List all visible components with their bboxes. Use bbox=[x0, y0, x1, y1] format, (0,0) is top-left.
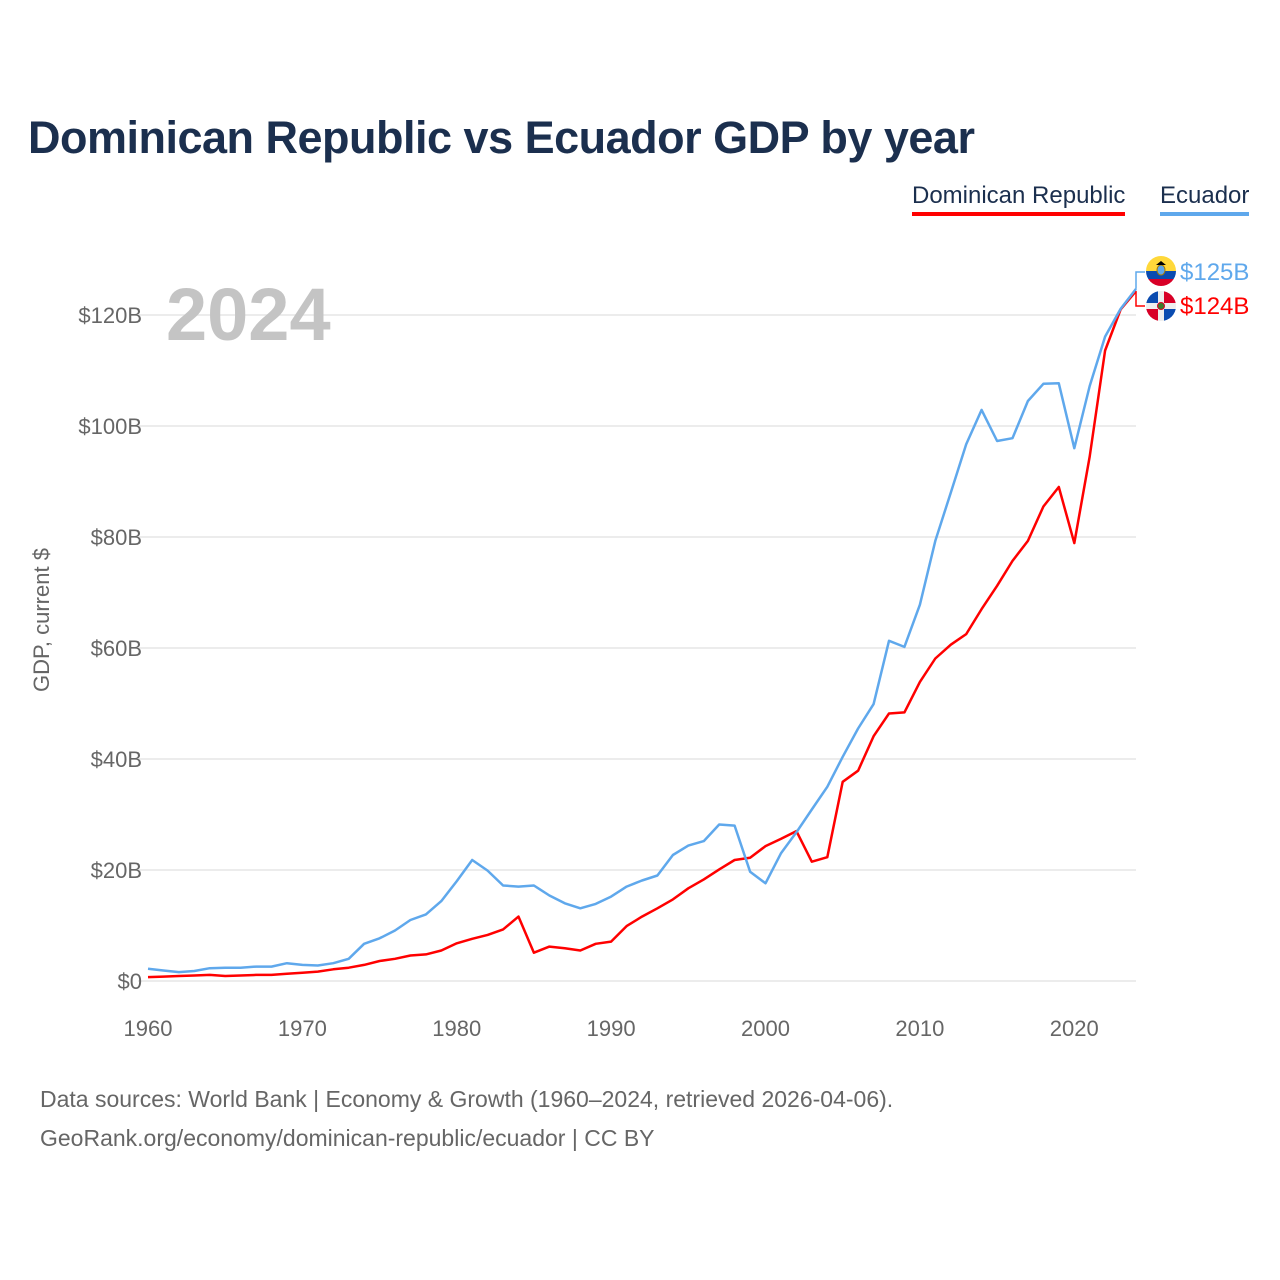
y-tick-label: $20B bbox=[91, 858, 142, 883]
legend-dominican-republic[interactable]: Dominican Republic bbox=[912, 182, 1126, 216]
y-tick-label: $80B bbox=[91, 525, 142, 550]
y-tick-label: $100B bbox=[78, 414, 142, 439]
x-tick-label: 1970 bbox=[278, 1016, 327, 1041]
x-tick-label: 1960 bbox=[124, 1016, 173, 1041]
y-tick-label: $40B bbox=[91, 747, 142, 772]
end-label-ecuador: $125B bbox=[1180, 259, 1249, 286]
chart-title: Dominican Republic vs Ecuador GDP by yea… bbox=[28, 112, 975, 163]
series-line-ecuador bbox=[147, 288, 1137, 974]
connector-ecuador bbox=[1135, 271, 1145, 289]
x-tick-label: 2020 bbox=[1050, 1016, 1099, 1041]
series-line-dominican-republic bbox=[147, 290, 1137, 979]
x-tick-label: 2010 bbox=[895, 1016, 944, 1041]
y-tick-label: $120B bbox=[78, 303, 142, 328]
x-tick-label: 1990 bbox=[587, 1016, 636, 1041]
legend-ecuador[interactable]: Ecuador bbox=[1160, 182, 1250, 216]
year-label: 2024 bbox=[166, 273, 331, 356]
ecuador-flag-icon bbox=[1146, 256, 1176, 286]
source-line-2[interactable]: GeoRank.org/economy/dominican-republic/e… bbox=[40, 1125, 655, 1151]
y-tick-label: $0 bbox=[118, 969, 142, 994]
connector-dominican-republic bbox=[1135, 291, 1145, 307]
x-tick-label: 1980 bbox=[432, 1016, 481, 1041]
x-tick-label: 2000 bbox=[741, 1016, 790, 1041]
end-label-dominican-republic: $124B bbox=[1180, 293, 1249, 320]
y-tick-label: $60B bbox=[91, 636, 142, 661]
dominican-republic-flag-icon bbox=[1146, 291, 1176, 321]
source-line-1: Data sources: World Bank | Economy & Gro… bbox=[40, 1086, 894, 1112]
